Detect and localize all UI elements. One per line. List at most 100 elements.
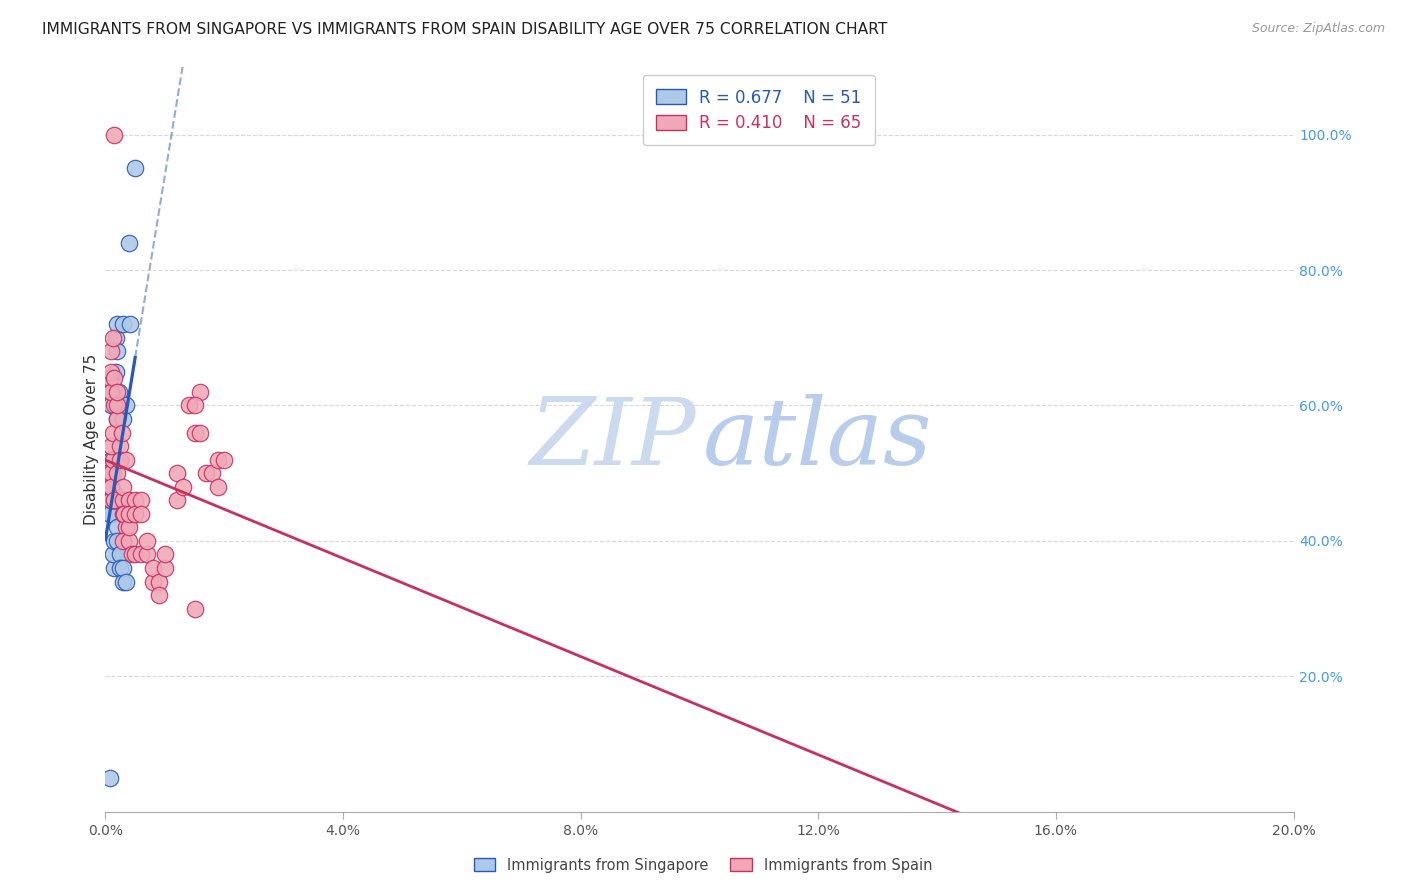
Point (112, 493, 135, 508)
Point (124, 493, 146, 508)
Point (183, 425, 205, 440)
Point (195, 466, 218, 480)
Point (136, 548, 159, 562)
Point (103, 128, 125, 142)
Point (111, 425, 134, 440)
Point (183, 399, 205, 413)
Point (105, 365, 128, 379)
Point (98, 371, 121, 385)
Point (177, 399, 200, 413)
Point (118, 507, 141, 521)
Point (129, 548, 152, 562)
Point (110, 548, 132, 562)
Point (100, 493, 122, 508)
Point (98, 771, 121, 785)
Point (107, 384, 129, 399)
Point (100, 452, 122, 467)
Point (112, 412, 135, 426)
Point (118, 507, 141, 521)
Point (148, 588, 170, 602)
Point (105, 317, 128, 331)
Point (112, 507, 135, 521)
Point (105, 466, 128, 480)
Point (100, 466, 122, 480)
Point (115, 399, 138, 413)
Point (120, 317, 142, 331)
Point (115, 574, 138, 589)
Point (105, 412, 128, 426)
Point (110, 439, 132, 453)
Point (112, 533, 135, 548)
Point (148, 574, 170, 589)
Text: ZIP: ZIP (529, 394, 696, 484)
Point (100, 384, 122, 399)
Point (101, 493, 124, 508)
Point (105, 533, 128, 548)
Point (166, 466, 188, 480)
Point (207, 480, 229, 494)
Text: IMMIGRANTS FROM SINGAPORE VS IMMIGRANTS FROM SPAIN DISABILITY AGE OVER 75 CORREL: IMMIGRANTS FROM SINGAPORE VS IMMIGRANTS … (42, 22, 887, 37)
Point (97, 466, 120, 480)
Point (98, 480, 121, 494)
Point (105, 412, 128, 426)
Point (114, 507, 136, 521)
Point (136, 533, 159, 548)
Point (118, 235, 141, 250)
Point (100, 486, 122, 500)
Point (98, 507, 121, 521)
Point (105, 399, 128, 413)
Point (103, 371, 125, 385)
Point (124, 507, 146, 521)
Point (118, 493, 141, 508)
Point (124, 161, 146, 176)
Point (172, 480, 194, 494)
Point (100, 480, 122, 494)
Point (124, 548, 146, 562)
Point (100, 480, 122, 494)
Point (100, 480, 122, 494)
Point (100, 490, 122, 504)
Point (153, 561, 176, 575)
Text: atlas: atlas (703, 394, 932, 484)
Point (153, 548, 176, 562)
Point (100, 399, 122, 413)
Point (101, 331, 124, 345)
Point (110, 561, 132, 575)
Point (190, 425, 212, 440)
Point (112, 480, 135, 494)
Point (110, 561, 132, 575)
Point (100, 384, 122, 399)
Point (112, 533, 135, 548)
Point (115, 452, 138, 467)
Point (101, 452, 124, 467)
Point (105, 344, 128, 359)
Point (115, 520, 138, 534)
Point (190, 384, 212, 399)
Point (100, 344, 122, 359)
Point (142, 574, 165, 589)
Point (100, 466, 122, 480)
Text: Source: ZipAtlas.com: Source: ZipAtlas.com (1251, 22, 1385, 36)
Point (214, 452, 236, 467)
Point (105, 331, 128, 345)
Point (110, 452, 132, 467)
Point (112, 548, 135, 562)
Point (112, 561, 135, 575)
Point (101, 493, 124, 508)
Point (100, 439, 122, 453)
Point (98, 466, 121, 480)
Point (112, 317, 135, 331)
Point (201, 466, 224, 480)
Point (110, 548, 132, 562)
Point (97, 466, 120, 480)
Point (100, 452, 122, 467)
Point (98, 480, 121, 494)
Point (129, 507, 152, 521)
Point (129, 493, 152, 508)
Point (105, 384, 128, 399)
Point (183, 601, 205, 615)
Y-axis label: Disability Age Over 75: Disability Age Over 75 (83, 354, 98, 524)
Point (103, 533, 125, 548)
Point (103, 399, 125, 413)
Point (100, 493, 122, 508)
